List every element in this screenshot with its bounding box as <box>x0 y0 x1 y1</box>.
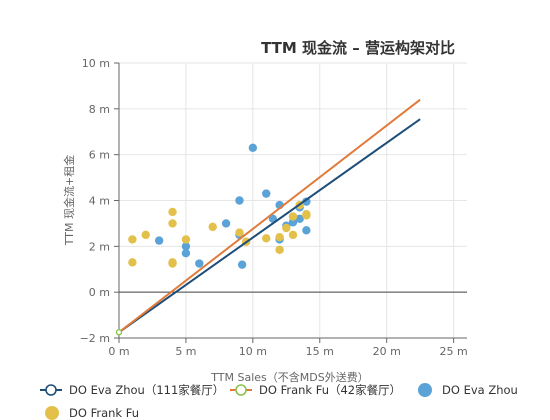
legend-item[interactable]: DO Eva Zhou（111家餐厅） <box>40 383 224 397</box>
legend-marker <box>235 384 247 396</box>
scatter-point <box>288 212 298 221</box>
x-tick-label: 15 m <box>306 345 334 358</box>
trendline-start-marker <box>115 329 123 336</box>
scatter-point <box>275 245 284 254</box>
legend-item[interactable]: DO Eva Zhou <box>418 383 518 397</box>
scatter-point <box>181 235 191 244</box>
scatter-point <box>295 214 304 224</box>
x-tick-label: 10 m <box>239 345 267 358</box>
scatter-point <box>248 143 258 152</box>
x-axis-title: TTM Sales（不含MDS外送费） <box>210 370 368 384</box>
legend-marker <box>45 384 57 396</box>
scatter-point <box>235 196 244 205</box>
scatter-point <box>168 207 177 217</box>
scatter-point <box>288 230 298 240</box>
scatter-point <box>221 219 231 228</box>
scatter-point <box>302 211 311 220</box>
x-tick-label: 5 m <box>175 345 196 358</box>
x-tick-label: 25 m <box>440 345 468 358</box>
scatter-point <box>237 260 247 269</box>
scatter-point <box>128 235 137 244</box>
x-tick-label: 0 m <box>108 345 129 358</box>
y-tick-label: 2 m <box>89 240 110 253</box>
y-tick-label: 4 m <box>89 195 110 208</box>
scatter-point <box>195 259 204 268</box>
legend: DO Eva Zhou（111家餐厅） DO Frank Fu（42家餐厅） DO … <box>40 383 518 420</box>
scatter-point <box>275 232 284 242</box>
scatter-point <box>181 249 191 258</box>
scatter-point <box>141 230 150 240</box>
scatter-point <box>302 226 311 235</box>
y-axis-title: TTM 现金流+租金 <box>62 155 76 246</box>
legend-dot-swatch <box>45 406 59 420</box>
scatter-point <box>128 258 137 267</box>
x-tick-label: 20 m <box>373 345 401 358</box>
y-tick-label: 6 m <box>89 149 110 162</box>
scatter-point <box>181 242 191 251</box>
scatter-point <box>168 219 177 228</box>
y-tick-label: 8 m <box>89 103 110 116</box>
scatter-point <box>208 222 217 232</box>
trendline <box>118 98 421 334</box>
scatter-point <box>282 223 291 233</box>
series-layer <box>115 98 421 336</box>
scatter-point <box>262 189 271 198</box>
y-tick-label: 10 m <box>82 57 110 70</box>
scatter-point <box>235 228 244 237</box>
scatter-point <box>168 259 177 268</box>
scatter-point <box>302 197 311 206</box>
trendline <box>118 118 421 334</box>
scatter-point <box>154 236 164 245</box>
legend-label: DO Frank Fu <box>69 406 139 420</box>
y-tick-label: −2 m <box>80 332 110 345</box>
legend-dot-swatch <box>418 383 432 397</box>
legend-label: DO Frank Fu（42家餐厅） <box>259 383 401 397</box>
scatter-point <box>262 234 271 243</box>
legend-item[interactable]: DO Frank Fu <box>45 406 139 420</box>
legend-label: DO Eva Zhou（111家餐厅） <box>69 383 224 397</box>
legend-label: DO Eva Zhou <box>442 383 518 397</box>
chart-title: TTM 现金流 – 营运构架对比 <box>261 39 455 57</box>
legend-item[interactable]: DO Frank Fu（42家餐厅） <box>230 383 401 397</box>
y-tick-label: 0 m <box>89 286 110 299</box>
